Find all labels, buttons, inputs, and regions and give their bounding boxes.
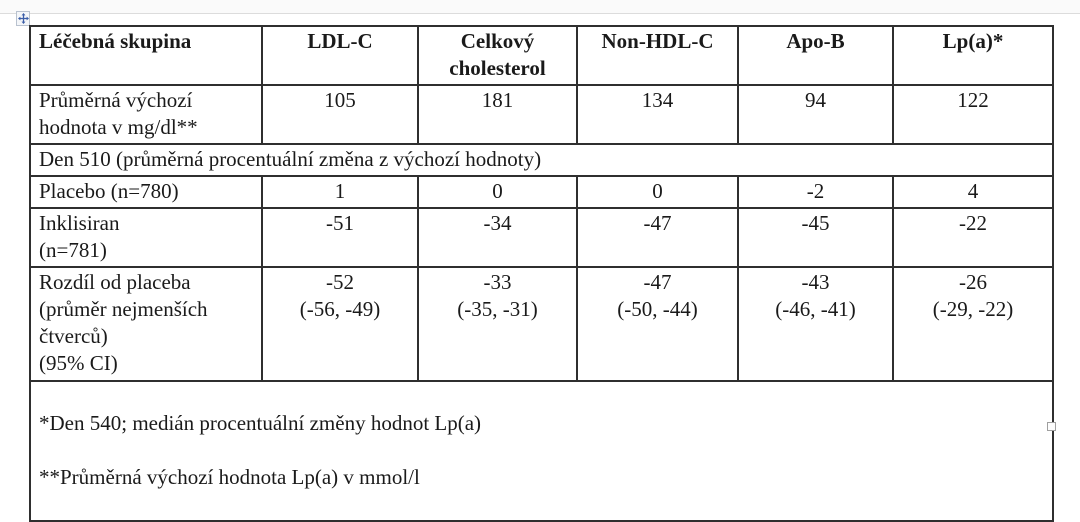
col-header-total-cholesterol[interactable]: Celkový cholesterol — [417, 25, 578, 86]
cell-difference-ldl-c[interactable]: -52 (-56, -49) — [261, 266, 419, 382]
table-row-footnotes: *Den 540; medián procentuální změny hodn… — [29, 380, 1054, 522]
table-header-row: Léčebná skupina LDL-C Celkový cholestero… — [29, 25, 1054, 86]
cell-inklisiran-lp-a[interactable]: -22 — [892, 207, 1054, 268]
cell-difference-lp-a[interactable]: -26 (-29, -22) — [892, 266, 1054, 382]
col-header-lp-a[interactable]: Lp(a)* — [892, 25, 1054, 86]
table-row-baseline: Průměrná výchozí hodnota v mg/dl** 105 1… — [29, 84, 1054, 145]
cell-difference-total-cholesterol[interactable]: -33 (-35, -31) — [417, 266, 578, 382]
table-row-day510-section: Den 510 (průměrná procentuální změna z v… — [29, 143, 1054, 177]
table-move-handle[interactable] — [16, 11, 30, 26]
cell-difference-apo-b[interactable]: -43 (-46, -41) — [737, 266, 894, 382]
table-resize-handle[interactable] — [1047, 422, 1056, 431]
table-row-inklisiran: Inklisiran (n=781) -51 -34 -47 -45 -22 — [29, 207, 1054, 268]
footnotes-cell[interactable]: *Den 540; medián procentuální změny hodn… — [29, 380, 1054, 522]
move-cross-icon — [17, 13, 29, 24]
cell-placebo-total-cholesterol[interactable]: 0 — [417, 175, 578, 209]
table-row-difference: Rozdíl od placeba (průměr nejmenších čtv… — [29, 266, 1054, 382]
cell-difference-non-hdl-c[interactable]: -47 (-50, -44) — [576, 266, 739, 382]
row-label-placebo[interactable]: Placebo (n=780) — [29, 175, 263, 209]
col-header-apo-b[interactable]: Apo-B — [737, 25, 894, 86]
cell-inklisiran-apo-b[interactable]: -45 — [737, 207, 894, 268]
cell-baseline-ldl-c[interactable]: 105 — [261, 84, 419, 145]
table-row-placebo: Placebo (n=780) 1 0 0 -2 4 — [29, 175, 1054, 209]
cell-baseline-lp-a[interactable]: 122 — [892, 84, 1054, 145]
page-top-edge — [0, 0, 1080, 14]
cell-inklisiran-ldl-c[interactable]: -51 — [261, 207, 419, 268]
footnote-day-540: *Den 540; medián procentuální změny hodn… — [39, 411, 482, 435]
cell-inklisiran-non-hdl-c[interactable]: -47 — [576, 207, 739, 268]
col-header-non-hdl-c[interactable]: Non-HDL-C — [576, 25, 739, 86]
results-table: Léčebná skupina LDL-C Celkový cholestero… — [29, 25, 1054, 522]
footnote-lp-a-units: **Průměrná výchozí hodnota Lp(a) v mmol/… — [39, 465, 420, 489]
cell-placebo-non-hdl-c[interactable]: 0 — [576, 175, 739, 209]
cell-baseline-apo-b[interactable]: 94 — [737, 84, 894, 145]
cell-placebo-apo-b[interactable]: -2 — [737, 175, 894, 209]
cell-placebo-ldl-c[interactable]: 1 — [261, 175, 419, 209]
cell-inklisiran-total-cholesterol[interactable]: -34 — [417, 207, 578, 268]
col-header-ldl-c[interactable]: LDL-C — [261, 25, 419, 86]
row-label-difference[interactable]: Rozdíl od placeba (průměr nejmenších čtv… — [29, 266, 263, 382]
row-label-baseline[interactable]: Průměrná výchozí hodnota v mg/dl** — [29, 84, 263, 145]
cell-placebo-lp-a[interactable]: 4 — [892, 175, 1054, 209]
row-label-inklisiran[interactable]: Inklisiran (n=781) — [29, 207, 263, 268]
col-header-treatment-group[interactable]: Léčebná skupina — [29, 25, 263, 86]
cell-baseline-non-hdl-c[interactable]: 134 — [576, 84, 739, 145]
section-label-day-510[interactable]: Den 510 (průměrná procentuální změna z v… — [29, 143, 1054, 177]
cell-baseline-total-cholesterol[interactable]: 181 — [417, 84, 578, 145]
